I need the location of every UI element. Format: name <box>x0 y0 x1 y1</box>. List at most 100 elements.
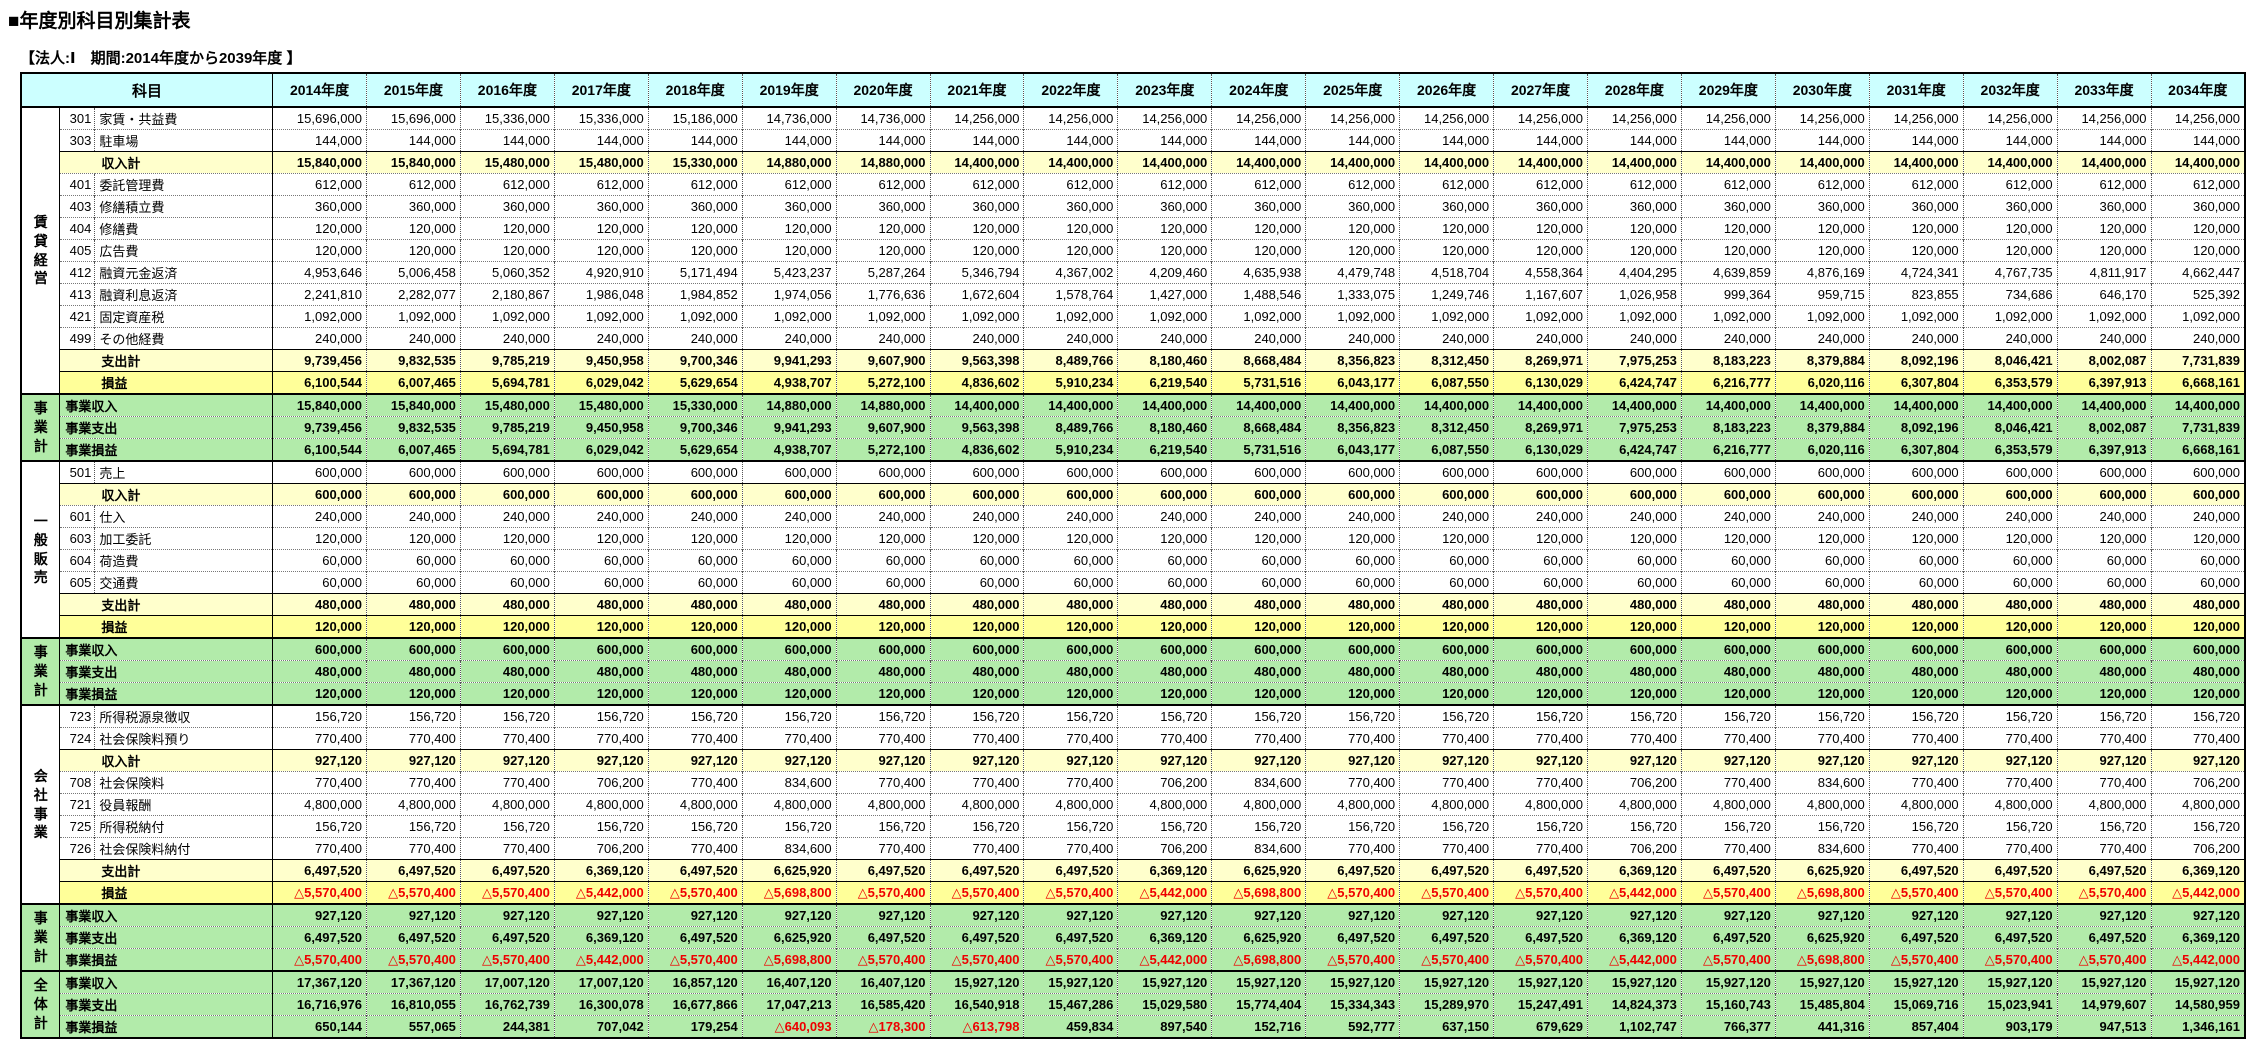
value-cell: 834,600 <box>1774 771 1870 794</box>
value-cell: 7,731,839 <box>2150 416 2245 439</box>
value-cell: 120,000 <box>1962 527 2058 550</box>
value-cell: 612,000 <box>1117 173 1212 196</box>
value-cell: △5,570,400 <box>1962 881 2058 904</box>
row-code: 724 <box>59 727 95 750</box>
year-header: 2021年度 <box>929 73 1024 108</box>
value-cell: 612,000 <box>741 173 837 196</box>
value-cell: △5,570,400 <box>2056 881 2152 904</box>
value-cell: 15,774,404 <box>1211 993 1306 1016</box>
value-cell: 156,720 <box>1493 704 1588 728</box>
value-cell: 14,400,000 <box>1117 151 1212 174</box>
value-cell: 120,000 <box>1023 682 1118 705</box>
row-label: 所得税源泉徴収 <box>94 704 273 728</box>
value-cell: 927,120 <box>1117 903 1212 927</box>
value-cell: 927,120 <box>366 749 461 772</box>
row-label: 事業収入 <box>59 903 273 927</box>
value-cell: 156,720 <box>929 815 1024 838</box>
value-cell: 600,000 <box>1117 483 1212 506</box>
value-cell: 156,720 <box>1399 704 1494 728</box>
value-cell: 14,400,000 <box>2056 393 2152 417</box>
value-cell: 156,720 <box>1399 815 1494 838</box>
value-cell: 612,000 <box>272 173 367 196</box>
value-cell: 120,000 <box>1586 239 1682 262</box>
value-cell: 480,000 <box>835 660 931 683</box>
value-cell: 14,256,000 <box>1586 106 1682 130</box>
summary-table: 科目 2014年度 2015年度 2016年度 2017年度 2018年度 2019年度 20… <box>20 72 2246 1039</box>
value-cell: 144,000 <box>2150 129 2245 152</box>
value-cell: 240,000 <box>741 505 837 528</box>
value-cell: 60,000 <box>1399 549 1494 572</box>
value-cell: 6,497,520 <box>1680 926 1776 949</box>
value-cell: 120,000 <box>1493 217 1588 240</box>
value-cell: 6,497,520 <box>272 859 367 882</box>
value-cell: 240,000 <box>1774 505 1870 528</box>
value-cell: 7,975,253 <box>1586 349 1682 372</box>
value-cell: 6,087,550 <box>1399 438 1494 461</box>
value-cell: 156,720 <box>835 704 931 728</box>
value-cell: 600,000 <box>1774 460 1870 484</box>
value-cell: 120,000 <box>2150 217 2245 240</box>
value-cell: 6,029,042 <box>553 438 649 461</box>
row-code: 708 <box>59 771 95 794</box>
value-cell: 120,000 <box>835 239 931 262</box>
value-cell: 14,400,000 <box>1117 393 1212 417</box>
value-cell: 770,400 <box>1117 727 1212 750</box>
value-cell: 120,000 <box>1117 527 1212 550</box>
table-row: 421 固定資産税 1,092,000 1,092,000 1,092,000 1,092… <box>21 305 2245 328</box>
value-cell: 1,092,000 <box>459 305 555 328</box>
value-cell: 600,000 <box>366 637 461 661</box>
value-cell: 120,000 <box>2150 239 2245 262</box>
value-cell: 770,400 <box>1305 771 1400 794</box>
row-label: 損益 <box>59 371 273 394</box>
value-cell: 120,000 <box>1211 615 1306 638</box>
value-cell: 9,700,346 <box>647 349 743 372</box>
row-code: 405 <box>59 239 95 262</box>
value-cell: △5,570,400 <box>272 948 367 971</box>
value-cell: 17,007,120 <box>553 970 649 994</box>
value-cell: 6,353,579 <box>1962 438 2058 461</box>
value-cell: 15,927,120 <box>1305 970 1400 994</box>
value-cell: 14,256,000 <box>1117 106 1212 130</box>
value-cell: 2,180,867 <box>459 283 555 306</box>
value-cell: 144,000 <box>1586 129 1682 152</box>
value-cell: 612,000 <box>1962 173 2058 196</box>
value-cell: 6,043,177 <box>1305 371 1400 394</box>
value-cell: 927,120 <box>1680 903 1776 927</box>
row-code: 412 <box>59 261 95 284</box>
value-cell: 600,000 <box>835 483 931 506</box>
row-code: 604 <box>59 549 95 572</box>
value-cell: 770,400 <box>1680 837 1776 860</box>
value-cell: 770,400 <box>272 771 367 794</box>
value-cell: 927,120 <box>1586 749 1682 772</box>
value-cell: 5,272,100 <box>835 371 931 394</box>
value-cell: 8,269,971 <box>1493 416 1588 439</box>
value-cell: 15,927,120 <box>2150 970 2245 994</box>
value-cell: 360,000 <box>1493 195 1588 218</box>
value-cell: 14,580,959 <box>2150 993 2245 1016</box>
value-cell: 1,346,161 <box>2150 1015 2245 1038</box>
value-cell: 770,400 <box>835 837 931 860</box>
row-code: 501 <box>59 460 95 484</box>
value-cell: 156,720 <box>1305 704 1400 728</box>
value-cell: 14,400,000 <box>2150 151 2245 174</box>
value-cell: 120,000 <box>1211 217 1306 240</box>
value-cell: 14,256,000 <box>1211 106 1306 130</box>
value-cell: △5,570,400 <box>459 948 555 971</box>
value-cell: 156,720 <box>1586 815 1682 838</box>
value-cell: 240,000 <box>1211 327 1306 350</box>
table-row: 事 業 計事業収入 600,000 600,000 600,000 600,000 600… <box>21 637 2245 705</box>
value-cell: 6,497,520 <box>1868 926 1964 949</box>
value-cell: 6,216,777 <box>1680 371 1776 394</box>
value-cell: △5,570,400 <box>2056 948 2152 971</box>
table-row: 412 融資元金返済 4,953,646 5,006,458 5,060,352 4,92… <box>21 261 2245 284</box>
value-cell: 240,000 <box>1868 505 1964 528</box>
value-cell: 1,167,607 <box>1493 283 1588 306</box>
value-cell: 240,000 <box>459 327 555 350</box>
value-cell: 6,369,120 <box>553 859 649 882</box>
value-cell: △5,442,000 <box>1117 948 1212 971</box>
value-cell: 240,000 <box>741 327 837 350</box>
value-cell: △5,570,400 <box>929 881 1024 904</box>
value-cell: 4,800,000 <box>929 793 1024 816</box>
value-cell: △5,442,000 <box>553 948 649 971</box>
row-code: 403 <box>59 195 95 218</box>
